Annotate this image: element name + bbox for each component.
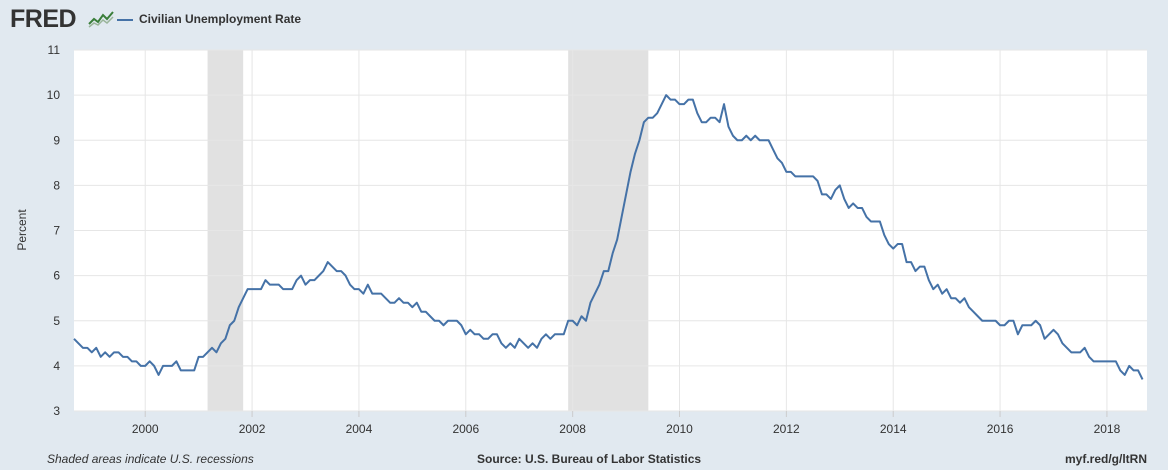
y-tick-label: 4 (53, 359, 60, 373)
y-tick-label: 7 (53, 224, 60, 238)
x-tick-label: 2012 (773, 422, 800, 436)
x-tick-label: 2018 (1094, 422, 1121, 436)
y-axis-ticks: 3 4 5 6 7 8 9 10 11 (47, 43, 61, 418)
x-tick-label: 2000 (132, 422, 159, 436)
gridlines (74, 49, 1147, 412)
x-tick-label: 2004 (346, 422, 373, 436)
fred-logo[interactable]: FRED (10, 5, 77, 33)
x-tick-label: 2010 (666, 422, 693, 436)
x-tick-label: 2006 (452, 422, 479, 436)
source-credit: Source: U.S. Bureau of Labor Statistics (477, 452, 702, 466)
line-chart: 3 4 5 6 7 8 9 10 11 2000 2002 2004 2006 2008 2010 2012… (15, 43, 1147, 436)
chart-footer: Shaded areas indicate U.S. recessions So… (0, 448, 1168, 470)
x-tick-label: 2008 (559, 422, 586, 436)
y-axis-title: Percent (15, 209, 29, 251)
y-tick-label: 3 (53, 404, 60, 418)
y-tick-label: 6 (53, 269, 60, 283)
legend-series-label[interactable]: Civilian Unemployment Rate (139, 12, 302, 26)
y-tick-label: 11 (48, 43, 61, 57)
short-url-link[interactable]: myf.red/g/ltRN (1064, 452, 1147, 466)
y-tick-label: 5 (53, 314, 60, 328)
legend-line-swatch (117, 19, 133, 21)
fred-chart-icon (88, 10, 114, 28)
x-axis-ticks: 2000 2002 2004 2006 2008 2010 2012 2014 2016 2018 (132, 411, 1121, 436)
x-tick-label: 2014 (880, 422, 907, 436)
chart-header: FRED Civilian Unemployment Rate (0, 0, 1168, 40)
recession-note: Shaded areas indicate U.S. recessions (47, 452, 254, 466)
series-line-unemployment[interactable] (73, 94, 1144, 380)
y-tick-label: 9 (53, 133, 60, 147)
y-tick-label: 10 (47, 88, 61, 102)
x-tick-label: 2002 (239, 422, 266, 436)
y-tick-label: 8 (53, 178, 60, 192)
x-tick-label: 2016 (987, 422, 1014, 436)
